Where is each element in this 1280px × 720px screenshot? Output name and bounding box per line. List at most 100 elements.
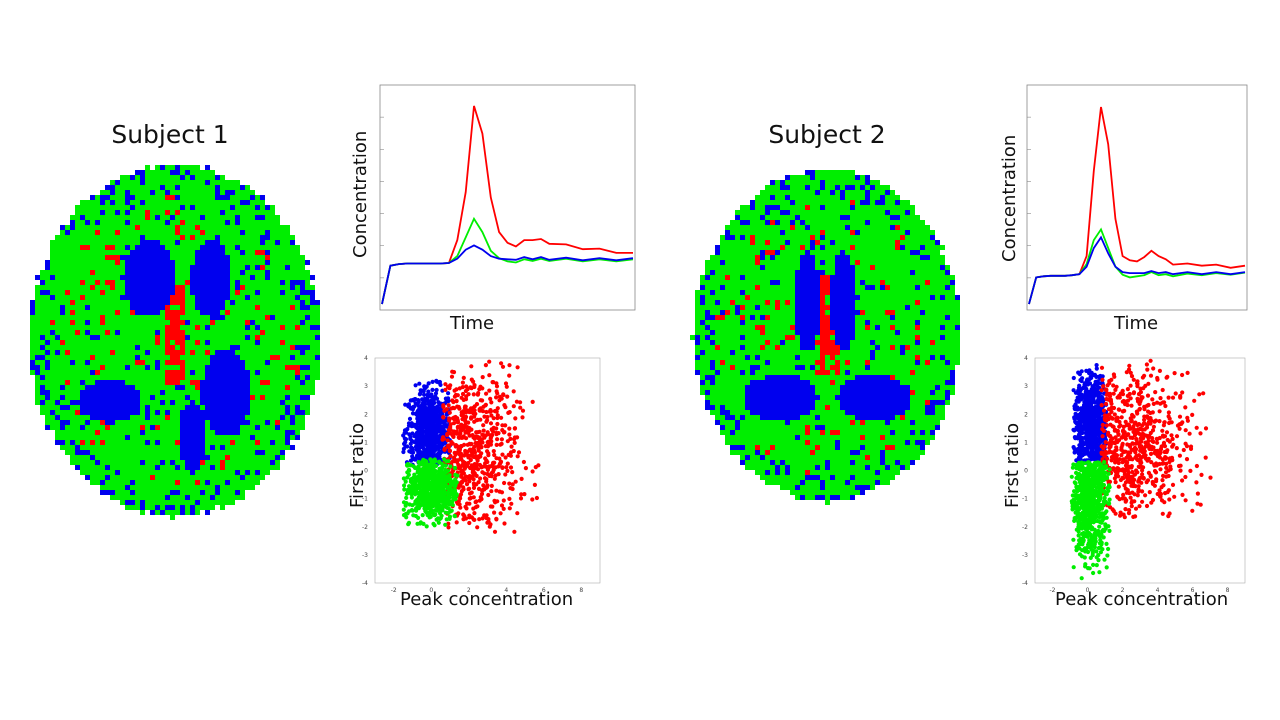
- subject1-scatter-point-red: [487, 359, 492, 364]
- subject2-scatter-point-red: [1115, 456, 1120, 462]
- subject2-scatter-point-red: [1160, 428, 1165, 433]
- subject1-scatter-xtick-label: 8: [579, 587, 583, 594]
- subject1-scatter-point-red: [454, 399, 459, 404]
- subject1-scatter-point-red: [485, 471, 490, 477]
- subject2-scatter-point-red: [1168, 464, 1173, 469]
- subject1-time-xlabel: Time: [450, 313, 495, 334]
- subject2-scatter-point-red: [1159, 498, 1165, 503]
- subject2-scatter-point-blue: [1091, 419, 1096, 424]
- subject2-scatter-point-red: [1181, 447, 1186, 453]
- subject1-scatter-point-red: [471, 411, 476, 416]
- subject1-scatter-point-red: [497, 461, 502, 466]
- subject1-scatter-point-green: [423, 499, 428, 504]
- subject2-scatter-point-red: [1185, 370, 1190, 375]
- subject1-scatter-point-red: [463, 450, 468, 455]
- subject1-scatter-point-red: [461, 375, 466, 380]
- subject2-scatter-point-green: [1102, 489, 1107, 494]
- subject2-scatter-point-red: [1139, 396, 1144, 401]
- subject2-scatter-point-red: [1134, 409, 1139, 414]
- subject2-scatter-point-green: [1086, 463, 1091, 468]
- subject1-scatter-point-red: [493, 473, 498, 478]
- subject2-scatter-point-red: [1142, 414, 1147, 419]
- subject2-scatter-point-red: [1122, 408, 1127, 413]
- subject1-scatter-point-green: [438, 476, 443, 481]
- subject1-scatter-point-green: [436, 520, 441, 525]
- subject2-scatter-point-blue: [1098, 439, 1103, 444]
- subject1-scatter-point-blue: [430, 387, 435, 392]
- subject2-scatter-point-red: [1127, 508, 1132, 513]
- subject1-scatter-point-red: [507, 496, 512, 501]
- subject2-scatter-point-red: [1127, 480, 1132, 485]
- subject1-scatter-point-green: [405, 491, 410, 496]
- subject1-scatter-point-blue: [417, 427, 422, 432]
- subject1-scatter-point-red: [510, 470, 515, 475]
- subject1-scatter-point-blue: [403, 402, 408, 407]
- subject1-scatter-point-red: [466, 430, 471, 435]
- subject2-scatter-point-green: [1106, 483, 1112, 488]
- subject2-scatter-point-red: [1125, 387, 1130, 392]
- subject2-scatter-point-red: [1140, 499, 1145, 504]
- subject1-scatter-point-red: [460, 469, 465, 474]
- subject2-scatter-point-red: [1146, 381, 1151, 386]
- subject1-scatter-point-red: [458, 505, 463, 510]
- subject2-scatter-point-red: [1169, 433, 1174, 438]
- subject2-scatter-point-green: [1069, 474, 1074, 479]
- subject2-scatter-point-red: [1133, 506, 1139, 511]
- subject1-scatter-point-blue: [408, 441, 413, 446]
- subject1-scatter-point-red: [499, 503, 505, 508]
- subject1-scatter-point-red: [494, 516, 499, 521]
- subject1-scatter-point-red: [478, 454, 483, 459]
- subject1-scatter-point-green: [403, 479, 408, 484]
- subject1-scatter-point-red: [442, 447, 447, 452]
- subject1-scatter-point-green: [433, 508, 438, 513]
- subject2-scatter-point-green: [1092, 518, 1097, 523]
- subject2-scatter-point-blue: [1078, 387, 1083, 393]
- subject1-scatter-point-green: [440, 508, 445, 513]
- subject1-scatter-point-red: [448, 422, 453, 427]
- subject2-scatter-point-green: [1073, 515, 1078, 520]
- subject2-scatter-point-red: [1118, 423, 1123, 428]
- subject2-scatter-point-red: [1195, 501, 1200, 506]
- subject2-scatter-point-red: [1160, 387, 1165, 393]
- subject2-scatter-point-blue: [1082, 381, 1087, 386]
- subject2-scatter-point-green: [1094, 549, 1099, 554]
- subject1-scatter-point-red: [513, 416, 518, 421]
- subject2-scatter-point-red: [1111, 508, 1116, 514]
- subject2-scatter-point-red: [1180, 492, 1185, 497]
- subject2-scatter-point-red: [1183, 441, 1188, 446]
- subject2-scatter-point-red: [1157, 455, 1162, 460]
- subject1-scatter-ytick-label: 2: [364, 411, 368, 418]
- subject1-scatter-point-red: [442, 408, 447, 413]
- subject1-scatter-point-red: [480, 386, 485, 391]
- subject2-scatter-point-red: [1180, 390, 1185, 395]
- subject2-scatter-point-red: [1141, 432, 1146, 437]
- subject1-scatter-ytick-label: -3: [362, 552, 368, 559]
- subject2-scatter-point-red: [1166, 468, 1171, 473]
- subject1-scatter-point-red: [480, 398, 485, 403]
- subject1-scatter-point-green: [452, 513, 457, 518]
- subject2-scatter-point-red: [1122, 483, 1127, 488]
- subject1-scatter-point-red: [491, 449, 496, 454]
- subject1-scatter-point-red: [477, 407, 482, 412]
- subject2-scatter-point-blue: [1080, 411, 1085, 416]
- subject2-scatter-point-red: [1180, 372, 1185, 378]
- subject1-scatter-point-green: [401, 507, 406, 512]
- subject2-scatter-point-red: [1190, 508, 1195, 513]
- subject2-scatter-point-red: [1168, 457, 1173, 463]
- subject2-scatter-point-green: [1106, 546, 1111, 552]
- subject2-scatter-point-red: [1130, 457, 1135, 462]
- subject2-scatter-point-red: [1166, 414, 1171, 419]
- subject1-scatter-point-red: [488, 442, 493, 447]
- subject2-scatter-point-red: [1183, 405, 1188, 410]
- subject2-scatter-point-red: [1124, 423, 1129, 428]
- subject2-scatter-point-blue: [1075, 396, 1080, 401]
- subject1-scatter-point-green: [410, 480, 415, 486]
- subject2-scatter-point-red: [1164, 430, 1170, 435]
- subject1-scatter-point-red: [463, 504, 468, 509]
- subject1-scatter-point-blue: [424, 454, 429, 459]
- subject2-scatter-point-red: [1157, 419, 1162, 424]
- subject2-scatter-point-red: [1138, 386, 1143, 391]
- subject2-scatter-point-red: [1100, 377, 1105, 382]
- subject2-scatter-point-blue: [1077, 443, 1082, 448]
- subject2-scatter-point-red: [1100, 422, 1105, 428]
